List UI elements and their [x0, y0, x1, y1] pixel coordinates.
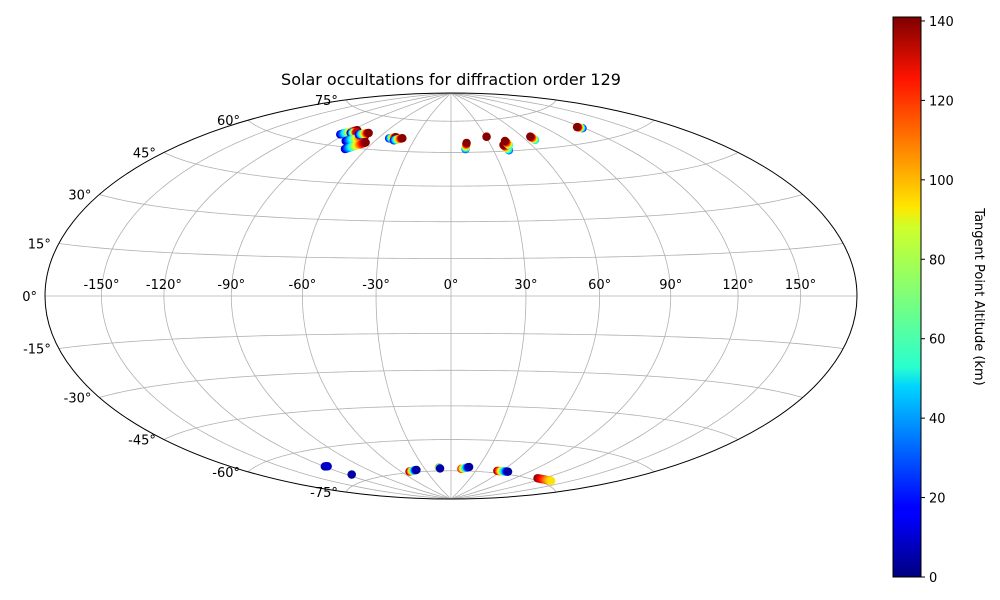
- colorbar-tick-label: 140: [929, 15, 954, 30]
- latitude-tick-label: -45°: [128, 434, 156, 449]
- occultation-point: [503, 467, 513, 476]
- latitude-tick-label: 45°: [133, 146, 156, 161]
- occultation-point: [500, 136, 510, 146]
- occultation-track: [461, 138, 471, 154]
- occultation-point: [412, 465, 421, 475]
- latitude-tick-label: 75°: [315, 94, 338, 109]
- latitude-tick-label: -15°: [23, 343, 51, 358]
- parallel-gridline: [163, 405, 739, 440]
- parallel-gridline: [58, 243, 844, 259]
- colorbar-tick-label: 120: [929, 94, 954, 109]
- occultation-track: [482, 132, 491, 141]
- colorbar-tick-label: 20: [929, 492, 946, 507]
- longitude-tick-label: 120°: [722, 278, 753, 293]
- colorbar-label: Tangent Point Altitude (km): [971, 207, 986, 385]
- colorbar-tick-label: 60: [929, 333, 946, 348]
- latitude-tick-label: 15°: [28, 237, 51, 252]
- map-gridlines: [45, 93, 857, 499]
- chart-title: Solar occultations for diffraction order…: [281, 70, 621, 89]
- map-boundary: [44, 92, 858, 500]
- colorbar-tick-label: 80: [929, 253, 946, 268]
- occultation-track: [457, 462, 474, 474]
- colorbar-tick-label: 100: [929, 174, 954, 189]
- occultation-track: [389, 134, 407, 145]
- longitude-tick-label: -90°: [217, 278, 245, 293]
- occultation-track: [434, 463, 445, 473]
- parallel-gridline: [99, 194, 803, 223]
- occultation-track: [526, 132, 540, 145]
- latitude-tick-label: 0°: [22, 290, 37, 305]
- occultation-track: [320, 462, 332, 471]
- latitude-tick-label: -75°: [310, 486, 338, 501]
- longitude-tick-label: 0°: [444, 278, 459, 293]
- occultation-point: [482, 132, 491, 141]
- latitude-tick-label: 60°: [217, 114, 240, 129]
- longitude-tick-label: 150°: [785, 278, 816, 293]
- occultation-point: [347, 470, 356, 479]
- latitude-tick-label: -60°: [212, 466, 240, 481]
- longitude-tick-label: -150°: [83, 278, 119, 293]
- longitude-tick-label: 30°: [514, 278, 537, 293]
- parallel-gridline: [247, 439, 655, 473]
- occultation-point: [323, 462, 332, 471]
- colorbar-tick-label: 0: [929, 571, 937, 586]
- latitude-tick-label: -30°: [64, 392, 92, 407]
- occultation-point: [364, 128, 373, 138]
- occultation-point: [572, 122, 582, 132]
- latitude-tick-label: 30°: [68, 189, 91, 204]
- occultation-point: [464, 462, 474, 472]
- occultation-point: [526, 132, 535, 141]
- occultation-point: [546, 476, 556, 486]
- parallel-gridline: [163, 152, 739, 187]
- colorbar: 0 20 40 60 80 100 120 140 Tangent Point Altitud…: [892, 15, 986, 586]
- parallel-gridline: [58, 333, 844, 349]
- longitude-tick-label: -120°: [146, 278, 182, 293]
- occultation-point: [462, 138, 471, 148]
- parallel-gridline: [247, 119, 655, 153]
- longitude-tick-label: -60°: [289, 278, 317, 293]
- parallel-gridline: [99, 369, 803, 398]
- occultation-point: [435, 464, 445, 473]
- colorbar-tick-label: 40: [929, 412, 946, 427]
- occultation-track: [405, 465, 421, 476]
- occultation-track: [347, 470, 356, 479]
- parallel-gridline: [345, 99, 557, 122]
- occultation-point: [361, 138, 370, 147]
- occultation-point: [398, 134, 407, 143]
- occultation-points: [320, 122, 587, 486]
- longitude-tick-label: 60°: [588, 278, 611, 293]
- occultation-track: [533, 474, 556, 486]
- occultation-track: [572, 122, 587, 133]
- occultation-track: [340, 138, 370, 154]
- occultation-track: [500, 136, 514, 150]
- colorbar-ticks: 0 20 40 60 80 100 120 140: [921, 15, 954, 586]
- colorbar-gradient: [892, 16, 922, 578]
- occultation-track: [354, 128, 373, 139]
- occultation-track: [493, 466, 513, 476]
- longitude-tick-label: -30°: [362, 278, 390, 293]
- latitude-tick-labels: 75° 60° 45° 30° 15° 0° -15° -30° -45° -60° -75°: [22, 94, 338, 501]
- longitude-tick-label: 90°: [659, 278, 682, 293]
- longitude-tick-labels: -150° -120° -90° -60° -30° 0° 30° 60° 90° 120° 150…: [83, 278, 816, 293]
